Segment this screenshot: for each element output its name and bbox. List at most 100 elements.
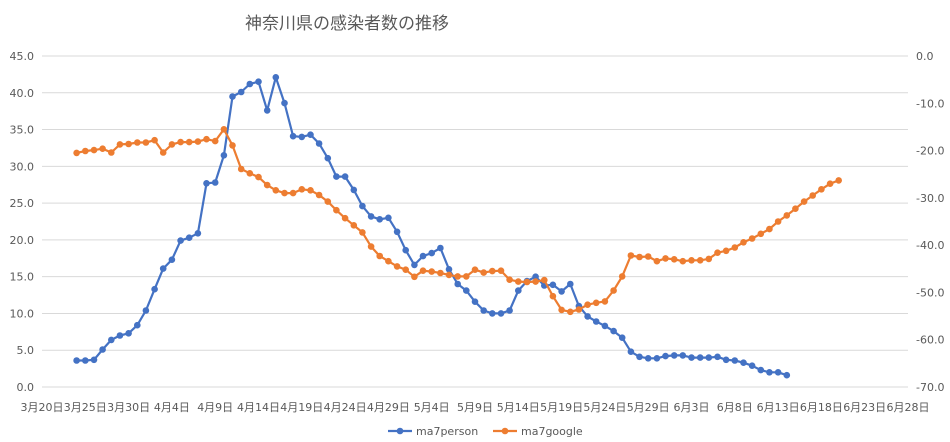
right-tick-label: -40.0: [916, 239, 944, 252]
data-point-ma7google: [532, 278, 539, 285]
data-point-ma7google: [766, 225, 773, 233]
x-tick-label: 3月25日: [64, 401, 107, 414]
data-point-ma7person: [255, 78, 262, 85]
data-point-ma7person: [307, 131, 314, 138]
data-point-ma7google: [359, 229, 366, 236]
data-point-ma7person: [90, 356, 98, 364]
chart-title: 神奈川県の感染者数の推移: [245, 14, 449, 34]
data-point-ma7google: [419, 267, 427, 275]
data-point-ma7google: [341, 214, 349, 222]
data-point-ma7google: [601, 298, 609, 305]
data-point-ma7person: [185, 234, 193, 241]
x-tick-label: 4月4日: [154, 401, 190, 414]
data-point-ma7person: [584, 313, 591, 320]
legend-item-ma7google[interactable]: ma7google: [493, 425, 583, 438]
data-point-ma7person: [237, 88, 245, 96]
data-point-ma7person: [783, 371, 791, 379]
legend[interactable]: ma7person ma7google: [388, 425, 583, 438]
data-point-ma7google: [809, 192, 816, 199]
data-point-ma7person: [272, 74, 280, 81]
data-point-ma7google: [731, 244, 739, 251]
data-point-ma7google: [393, 263, 401, 270]
data-point-ma7person: [774, 369, 782, 376]
data-point-ma7person: [203, 180, 210, 187]
data-point-ma7person: [246, 80, 254, 88]
data-point-ma7google: [255, 173, 262, 181]
data-point-ma7google: [99, 145, 106, 152]
right-tick-label: -30.0: [916, 192, 944, 205]
data-point-ma7google: [696, 257, 704, 264]
data-point-ma7google: [679, 257, 687, 265]
data-point-ma7google: [298, 186, 306, 193]
data-point-ma7person: [445, 266, 453, 273]
data-point-ma7google: [705, 255, 713, 263]
x-tick-label: 4月19日: [280, 401, 323, 414]
data-point-ma7google: [489, 267, 496, 275]
data-point-ma7google: [220, 126, 228, 133]
series-line-ma7person: [76, 76, 788, 377]
x-tick-label: 5月14日: [497, 401, 540, 414]
data-point-ma7google: [575, 306, 583, 313]
x-tick-label: 5月24日: [583, 401, 626, 414]
data-point-ma7google: [385, 257, 392, 265]
data-point-ma7google: [558, 306, 565, 314]
data-point-ma7person: [454, 280, 462, 288]
data-point-ma7person: [679, 352, 687, 359]
data-point-ma7person: [298, 133, 306, 141]
data-point-ma7person: [688, 354, 695, 361]
data-point-ma7google: [203, 135, 210, 143]
data-point-ma7google: [90, 146, 98, 154]
data-point-ma7person: [393, 228, 401, 236]
data-point-ma7google: [618, 273, 626, 280]
x-tick-label: 6月28日: [887, 401, 930, 414]
data-point-ma7person: [515, 287, 522, 294]
data-point-ma7person: [177, 237, 184, 244]
x-tick-label: 3月20日: [21, 401, 64, 414]
data-point-ma7person: [419, 252, 427, 260]
left-tick-label: 45.0: [10, 50, 35, 63]
data-point-ma7person: [696, 354, 704, 361]
data-point-ma7google: [549, 292, 557, 300]
data-point-ma7google: [541, 276, 548, 284]
right-tick-label: -20.0: [916, 145, 944, 158]
data-point-ma7person: [463, 287, 470, 294]
data-point-ma7person: [341, 173, 349, 180]
data-point-ma7google: [185, 138, 193, 146]
data-point-ma7google: [471, 266, 479, 274]
data-point-ma7person: [549, 281, 557, 289]
data-point-ma7google: [774, 218, 782, 225]
data-point-ma7person: [211, 179, 219, 186]
data-point-ma7person: [705, 354, 713, 361]
data-point-ma7google: [463, 273, 470, 280]
data-point-ma7person: [315, 140, 323, 147]
left-tick-label: 15.0: [10, 271, 35, 284]
left-tick-label: 40.0: [10, 87, 35, 100]
x-tick-label: 5月29日: [627, 401, 670, 414]
data-point-ma7google: [289, 189, 297, 197]
data-point-ma7google: [263, 181, 271, 189]
data-point-ma7person: [134, 321, 141, 329]
data-point-ma7google: [116, 141, 124, 148]
data-point-ma7google: [818, 186, 825, 193]
left-tick-label: 35.0: [10, 124, 35, 137]
legend-item-ma7person[interactable]: ma7person: [388, 425, 478, 438]
data-point-ma7person: [289, 132, 297, 140]
data-point-ma7google: [307, 187, 314, 194]
left-tick-label: 0.0: [17, 381, 35, 394]
data-point-ma7google: [662, 255, 669, 262]
left-y-axis: 0.0 5.0 10.0 15.0 20.0 25.0 30.0 35.0 40.0 45.0: [10, 50, 35, 394]
legend-label: ma7person: [416, 425, 478, 438]
data-point-ma7person: [506, 307, 513, 314]
left-tick-label: 30.0: [10, 160, 35, 173]
series-ma7person: [73, 74, 791, 379]
data-point-ma7google: [757, 230, 765, 238]
data-point-ma7google: [627, 252, 635, 259]
data-point-ma7google: [229, 142, 236, 149]
legend-dot-marker: [501, 427, 509, 435]
data-point-ma7person: [99, 346, 106, 353]
left-tick-label: 5.0: [17, 344, 35, 357]
data-point-ma7google: [315, 191, 323, 199]
data-point-ma7google: [272, 187, 280, 194]
data-point-ma7google: [142, 139, 150, 146]
